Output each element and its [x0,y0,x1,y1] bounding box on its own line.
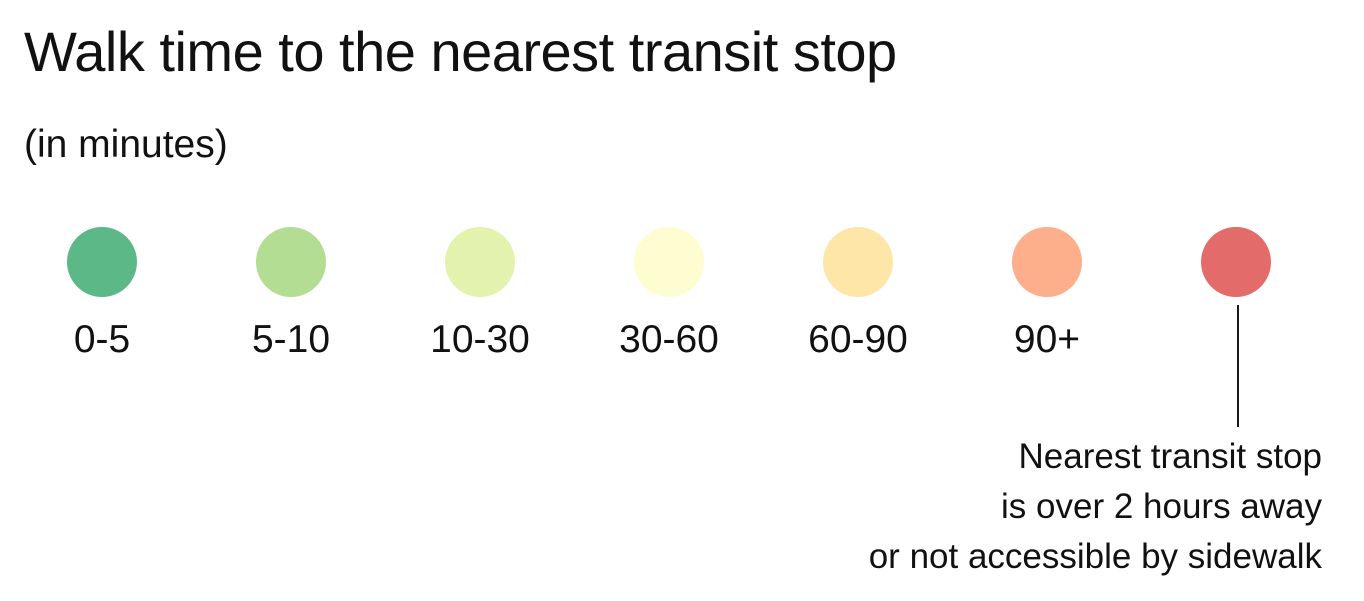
legend-swatch [1201,227,1271,297]
legend-label: 10-30 [430,318,530,361]
legend-swatch [1012,227,1082,297]
legend-label: 0-5 [73,318,131,361]
legend-swatch [67,227,137,297]
page-subtitle: (in minutes) [24,123,228,166]
legend-label: 60-90 [808,318,908,361]
legend-swatch [256,227,326,297]
legend-item-90-plus: 90+ [957,227,1137,367]
legend-item-30-60: 30-60 [579,227,759,367]
legend-label: 30-60 [619,318,719,361]
note-line: or not accessible by sidewalk [868,537,1322,576]
note-line: is over 2 hours away [1001,487,1322,526]
legend-label: 90+ [1013,318,1081,361]
legend-item-60-90: 60-90 [768,227,948,367]
legend-swatch [823,227,893,297]
legend-label: 5-10 [251,318,331,361]
note-line: Nearest transit stop [1018,437,1322,476]
page-title: Walk time to the nearest transit stop [24,20,897,83]
legend-swatch [634,227,704,297]
legend-item-5-10: 5-10 [201,227,381,367]
legend-item-not-accessible [1146,227,1326,367]
callout-note: Nearest transit stop is over 2 hours awa… [762,432,1322,582]
callout-line [1237,305,1239,427]
legend-item-0-5: 0-5 [12,227,192,367]
legend-swatch [445,227,515,297]
legend-item-10-30: 10-30 [390,227,570,367]
